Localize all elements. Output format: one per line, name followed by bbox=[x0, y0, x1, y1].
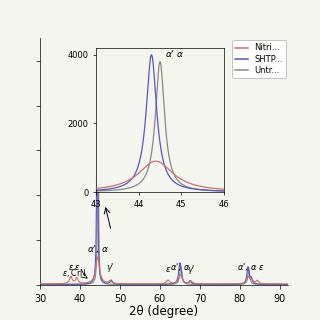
Text: $\varepsilon$: $\varepsilon$ bbox=[165, 265, 171, 274]
Text: $\varepsilon$, CrN: $\varepsilon$, CrN bbox=[62, 267, 86, 279]
Text: $\gamma$': $\gamma$' bbox=[187, 263, 196, 276]
Text: $\varepsilon$: $\varepsilon$ bbox=[74, 263, 80, 272]
Text: $\alpha$', $\alpha$: $\alpha$', $\alpha$ bbox=[87, 243, 108, 255]
Text: $\alpha$' $\alpha$: $\alpha$' $\alpha$ bbox=[165, 48, 184, 59]
X-axis label: 2θ (degree): 2θ (degree) bbox=[129, 305, 199, 318]
Text: $\alpha$', $\alpha$: $\alpha$', $\alpha$ bbox=[170, 261, 191, 274]
Text: $\alpha$', $\alpha$ $\varepsilon$: $\alpha$', $\alpha$ $\varepsilon$ bbox=[237, 261, 265, 274]
Text: $\gamma$': $\gamma$' bbox=[106, 261, 114, 275]
Legend: Nitri..., SHTP..., Untr...: Nitri..., SHTP..., Untr... bbox=[232, 40, 286, 78]
Text: $\varepsilon$: $\varepsilon$ bbox=[68, 263, 74, 272]
